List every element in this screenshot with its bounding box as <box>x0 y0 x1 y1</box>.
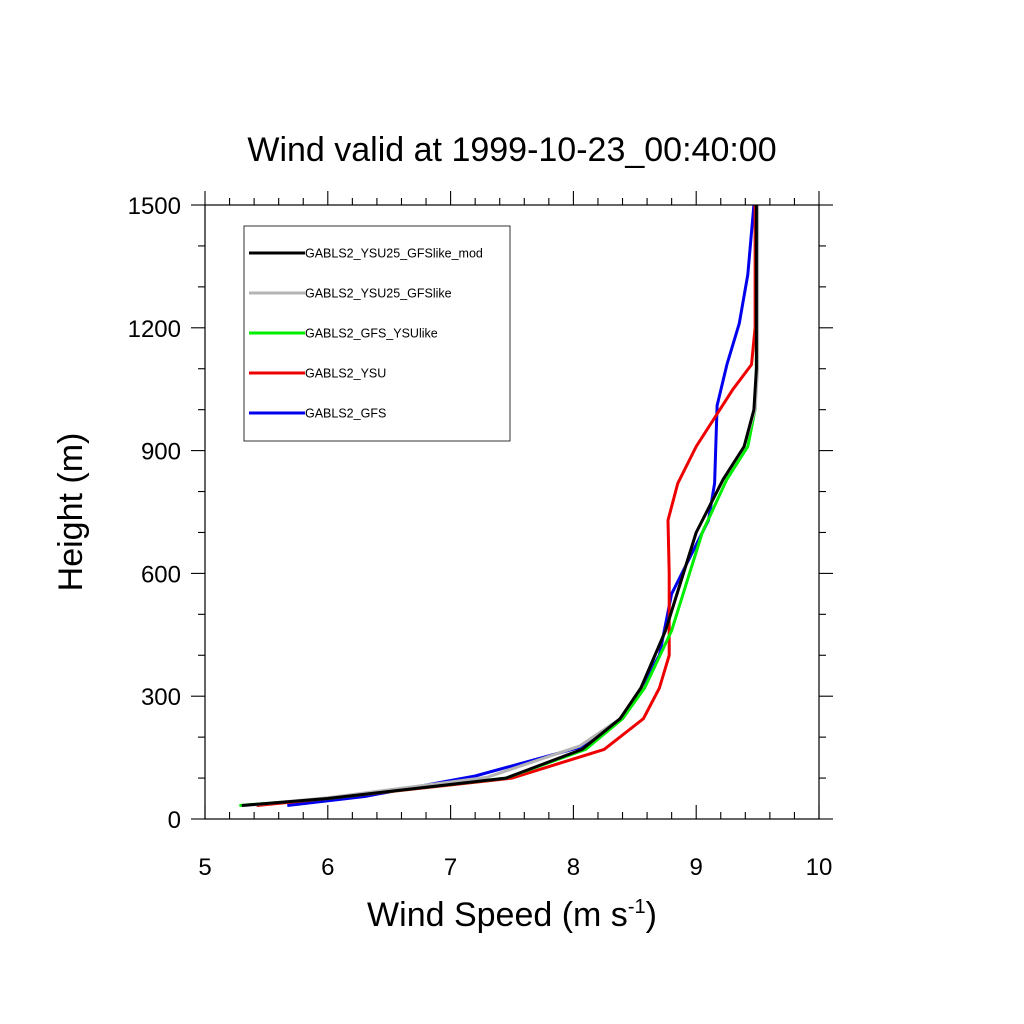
y-tick-label: 600 <box>141 561 181 588</box>
legend: GABLS2_YSU25_GFSlike_mod GABLS2_YSU25_GFS… <box>243 225 511 442</box>
y-tick-label: 1500 <box>128 193 181 220</box>
x-tick-label: 9 <box>690 854 703 881</box>
y-tick-label: 0 <box>168 807 181 834</box>
legend-label: GABLS2_GFS_YSUlike <box>305 327 438 341</box>
y-tick-label: 1200 <box>128 316 181 343</box>
x-axis-label: Wind Speed (m s-1) <box>367 896 657 934</box>
axis-ticks <box>191 191 833 820</box>
legend-label: GABLS2_YSU <box>305 367 386 381</box>
legend-label: GABLS2_YSU25_GFSlike <box>305 287 452 301</box>
x-tick-label: 7 <box>444 854 457 881</box>
legend-label: GABLS2_YSU25_GFSlike_mod <box>305 247 483 261</box>
chart-title: Wind valid at 1999-10-23_00:40:00 <box>247 131 776 169</box>
x-tick-label: 10 <box>806 854 833 881</box>
series-line-gabls2-gfs <box>287 204 756 807</box>
x-tick-label: 6 <box>321 854 334 881</box>
data-series <box>239 204 760 807</box>
tick-labels: 5 6 7 8 9 10 0 300 600 900 1200 1500 <box>128 193 833 881</box>
y-tick-label: 300 <box>141 684 181 711</box>
x-tick-label: 8 <box>567 854 580 881</box>
y-tick-label: 900 <box>141 439 181 466</box>
plot-frame <box>204 204 820 820</box>
x-tick-label: 5 <box>198 854 211 881</box>
legend-label: GABLS2_GFS <box>305 407 386 421</box>
series-line-gabls2-ysu25-gfslike-mod <box>241 205 758 807</box>
series-line-gabls2-ysu <box>256 205 757 807</box>
y-axis-label: Height (m) <box>52 433 90 592</box>
